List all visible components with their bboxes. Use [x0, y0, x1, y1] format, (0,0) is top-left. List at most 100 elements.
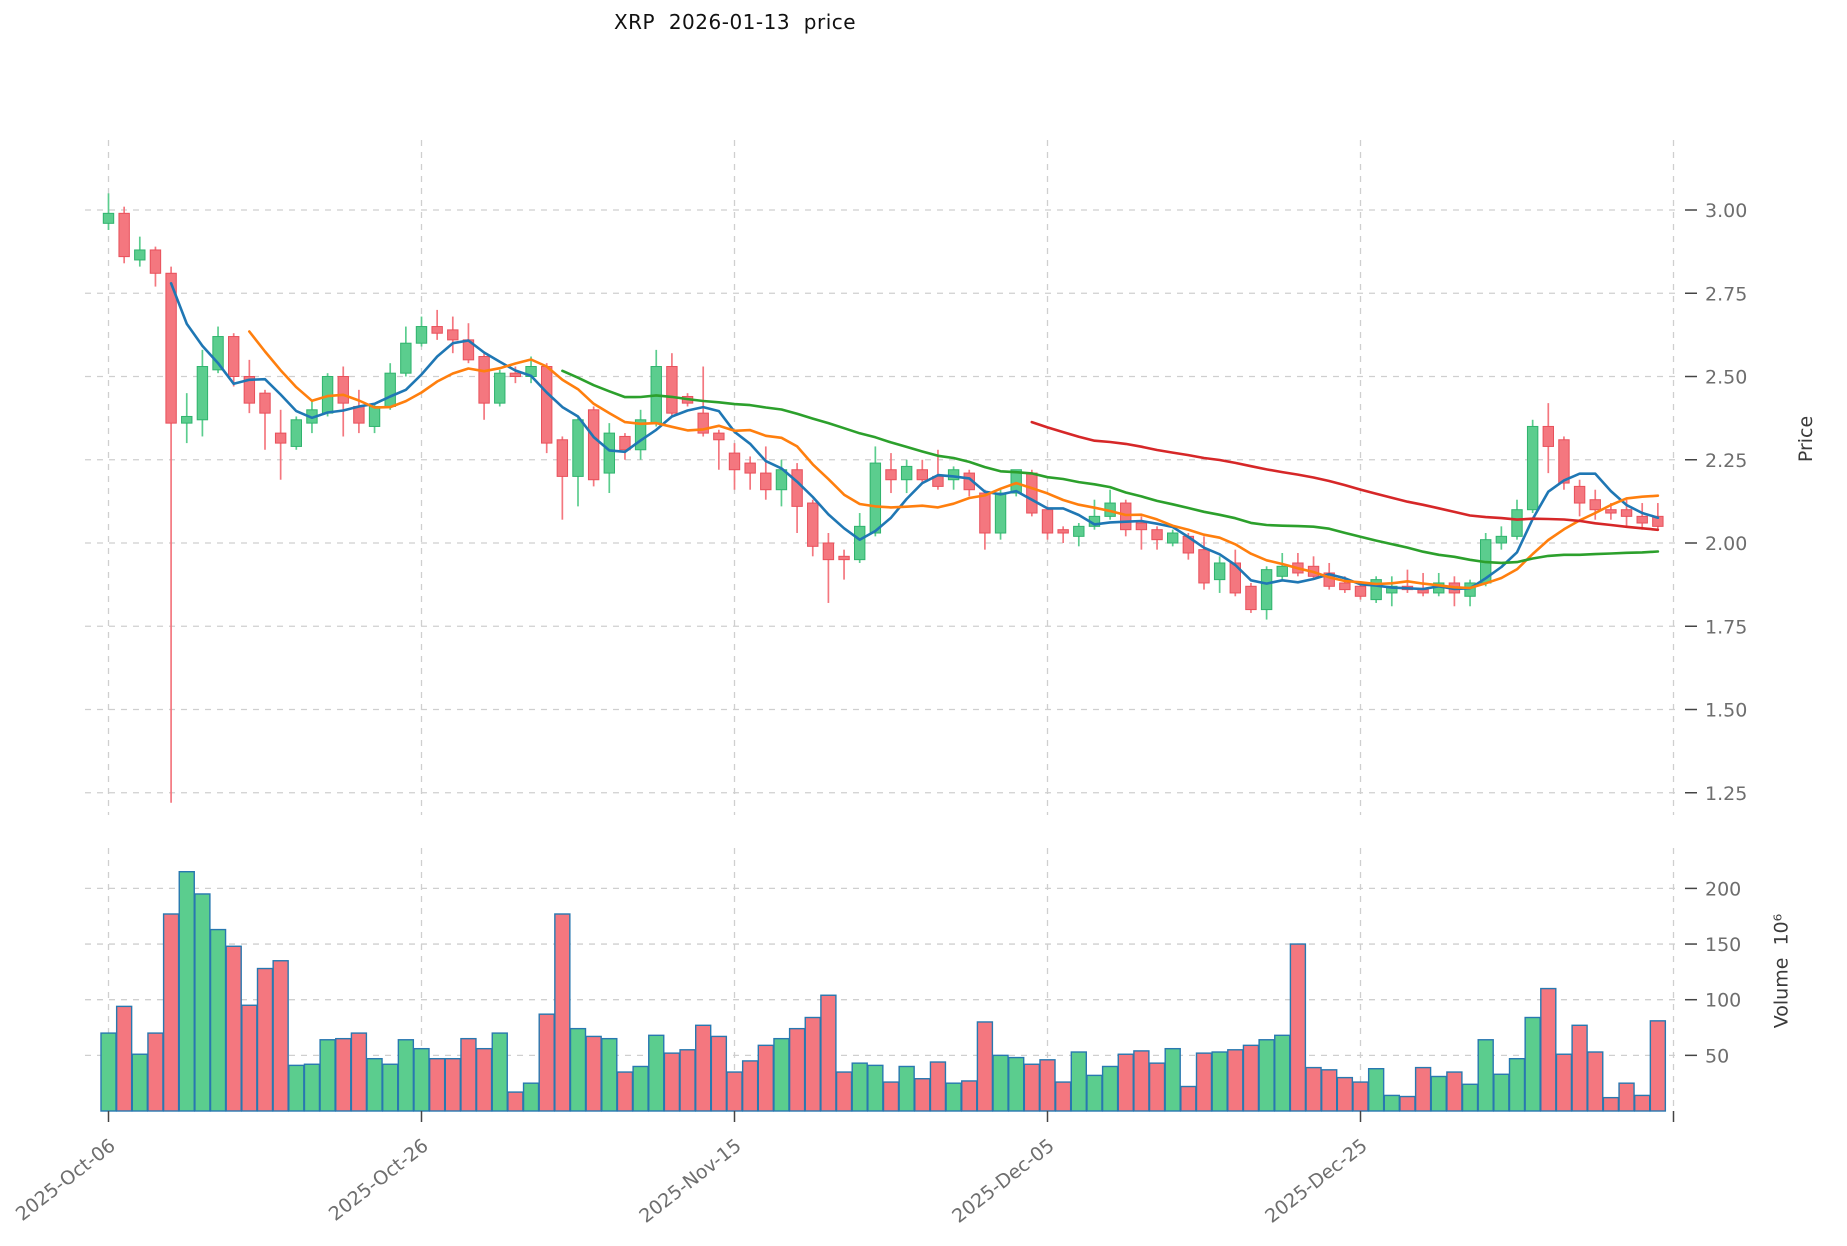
candle-body: [1010, 469, 1022, 494]
candle-body: [854, 525, 866, 561]
candle-body: [603, 432, 615, 474]
candle-body: [494, 372, 506, 404]
price-tick-label: 1.75: [1705, 616, 1747, 638]
volume-bar: [1148, 1062, 1166, 1112]
candle-body: [274, 432, 287, 444]
volume-bar: [1227, 1049, 1244, 1112]
volume-bar: [162, 913, 180, 1112]
volume-bar: [225, 945, 242, 1112]
candle-body: [666, 366, 678, 414]
volume-bar: [726, 1071, 743, 1112]
candle-body: [290, 419, 303, 447]
volume-bar: [100, 1032, 117, 1112]
candle-body: [431, 326, 443, 334]
candle-body: [243, 376, 256, 404]
candle-body: [1073, 525, 1085, 537]
candle-body: [1245, 585, 1257, 611]
candle-body: [1558, 439, 1570, 484]
candle-body: [196, 366, 209, 421]
volume-bar: [695, 1024, 712, 1112]
candle-body: [869, 462, 882, 534]
volume-bar: [976, 1021, 994, 1112]
price-tick-label: 2.00: [1705, 533, 1747, 555]
candle-body: [1057, 529, 1069, 534]
candle-body: [947, 469, 960, 481]
volume-bar: [1305, 1066, 1322, 1112]
volume-bar: [710, 1035, 728, 1112]
candle-body: [1260, 569, 1273, 611]
volume-bar: [350, 1032, 368, 1112]
volume-bar: [914, 1078, 931, 1112]
price-tick-label: 2.50: [1705, 367, 1747, 389]
volume-tick-label: 50: [1705, 1045, 1729, 1067]
volume-bar: [1477, 1039, 1494, 1112]
candle-body: [634, 419, 647, 451]
candle-body: [415, 326, 428, 344]
candle-body: [838, 555, 850, 561]
x-tick-label: 2025-Nov-15: [635, 1135, 745, 1228]
candle-body: [994, 492, 1007, 534]
volume-bar: [757, 1044, 774, 1112]
candle-body: [447, 329, 459, 341]
volume-bar: [1054, 1081, 1072, 1112]
candle-body: [1495, 535, 1508, 544]
volume-bar: [1367, 1068, 1385, 1112]
volume-bar: [554, 913, 571, 1112]
candle-body: [400, 342, 412, 374]
volume-bar: [272, 960, 289, 1112]
ma-line-MA5: [169, 282, 1660, 591]
volume-bar: [413, 1047, 430, 1112]
volume-tick-label: 150: [1705, 934, 1741, 956]
candle-body: [556, 439, 569, 477]
candle-body: [1276, 565, 1288, 577]
volume-bar: [1195, 1052, 1213, 1112]
ma-line-MA30: [561, 369, 1660, 565]
price-axis-label: Price: [1794, 415, 1817, 463]
candle-body: [1339, 582, 1351, 591]
candle-body: [1120, 502, 1132, 531]
volume-bar: [1086, 1074, 1103, 1112]
candle-body: [1213, 562, 1226, 581]
volume-bar: [1524, 1016, 1541, 1112]
volume-bar: [601, 1037, 618, 1112]
volume-bar: [851, 1062, 868, 1112]
volume-bar: [773, 1037, 790, 1112]
volume-bar: [1649, 1020, 1667, 1112]
candle-body: [1041, 509, 1054, 534]
volume-bar: [929, 1061, 947, 1112]
candle-body: [1354, 585, 1367, 597]
candle-body: [1636, 515, 1648, 524]
volume-bar: [648, 1034, 665, 1112]
candle-body: [1605, 509, 1617, 514]
candle-body: [900, 465, 913, 481]
x-tick-label: 2025-Dec-05: [948, 1135, 1058, 1228]
candle-body: [134, 249, 146, 261]
volume-bar: [1508, 1057, 1526, 1112]
volume-bar: [1540, 987, 1557, 1112]
volume-bar: [1414, 1066, 1432, 1112]
volume-bar: [1117, 1053, 1134, 1112]
candle-body: [1511, 509, 1523, 537]
volume-bar: [663, 1052, 681, 1112]
candle-body: [1573, 485, 1586, 504]
price-tick-label: 1.50: [1705, 700, 1747, 722]
volume-bar: [1039, 1059, 1056, 1112]
volume-bar: [1180, 1085, 1197, 1112]
candle-body: [1542, 425, 1554, 447]
volume-bar: [1211, 1051, 1228, 1112]
volume-bar: [585, 1035, 602, 1112]
volume-bar: [538, 1013, 555, 1112]
volume-bar: [788, 1027, 806, 1112]
candle-body: [228, 336, 240, 378]
volume-axis-label: Volume 10⁶: [1770, 913, 1793, 1029]
volume-bar: [288, 1064, 305, 1112]
candle-body: [212, 336, 224, 371]
volume-bar: [1023, 1063, 1041, 1112]
candle-body: [791, 469, 803, 507]
volume-bar: [397, 1039, 415, 1112]
volume-tick-label: 100: [1705, 990, 1741, 1012]
volume-bar: [1101, 1065, 1119, 1112]
candle-body: [337, 376, 349, 404]
candle-body: [822, 542, 835, 561]
